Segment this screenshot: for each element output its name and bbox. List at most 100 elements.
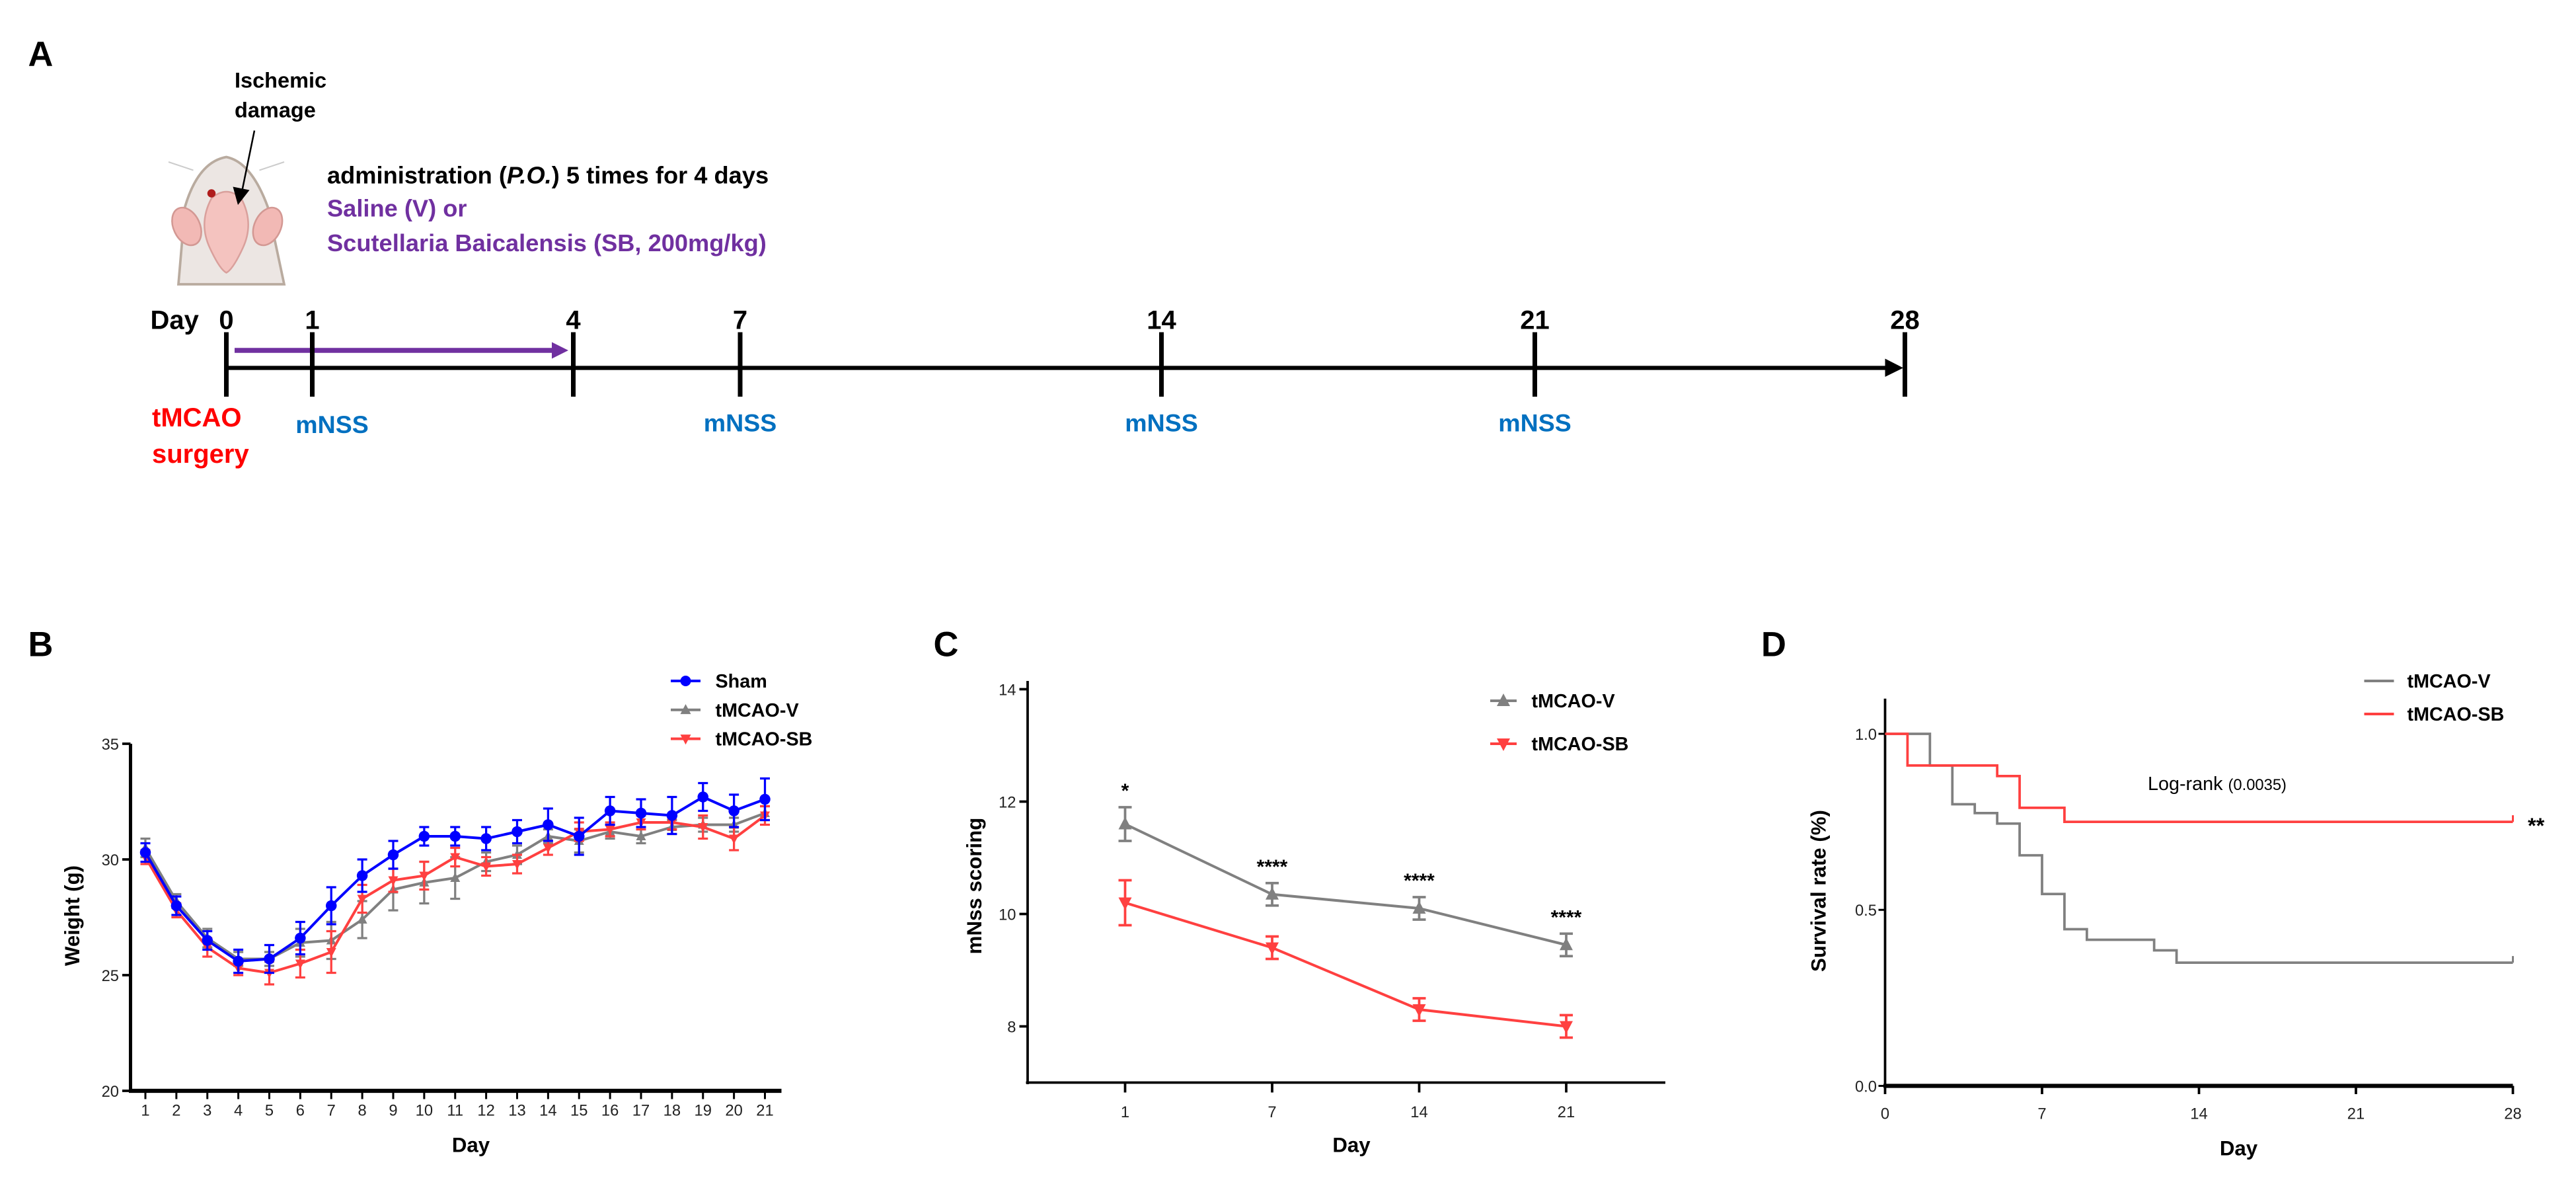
data-point (728, 805, 739, 816)
x-tick-label: 14 (1410, 1103, 1427, 1121)
data-point (1118, 897, 1132, 910)
significance-marker: * (1121, 780, 1129, 802)
legend-marker (680, 703, 691, 715)
legend-marker (1497, 694, 1510, 706)
data-point (357, 894, 367, 904)
x-tick-label: 7 (2037, 1105, 2046, 1123)
assessment-labels: mNSS mNSS mNSS mNSS (295, 409, 1571, 439)
p-value: (0.0035) (2228, 776, 2286, 794)
timeline-arrowhead-icon (1885, 358, 1903, 377)
data-point (481, 862, 492, 872)
data-point (1560, 1021, 1573, 1034)
timeline-day-label: 4 (566, 306, 581, 335)
data-point (1266, 887, 1279, 900)
x-tick-label: 28 (2504, 1105, 2521, 1123)
x-tick-label: 12 (477, 1102, 494, 1120)
data-point (357, 914, 367, 924)
data-point (202, 935, 213, 946)
administration-suffix: ) 5 times for 4 days (552, 162, 769, 189)
significance-marker: ** (2528, 814, 2545, 838)
x-tick-label: 18 (663, 1102, 681, 1120)
series-sham (139, 777, 771, 974)
y-axis-label: Survival rate (%) (1807, 810, 1831, 972)
data-point (635, 807, 647, 819)
y-tick-label: 8 (1007, 1018, 1016, 1036)
data-point (511, 826, 523, 838)
treatment-line1: Saline (V) or (327, 195, 467, 222)
timeline-day-label: 14 (1147, 306, 1176, 335)
data-point (418, 830, 430, 842)
series-tmcao-sb (1118, 879, 1573, 1039)
series-tmcao-sb (1885, 733, 2515, 823)
data-point (388, 876, 398, 886)
ischemic-label-line2: damage (235, 99, 316, 122)
x-tick-label: 21 (2347, 1105, 2365, 1123)
data-point (450, 872, 461, 882)
legend-label: tMCAO-V (716, 700, 799, 721)
y-tick-label: 1.0 (1855, 726, 1877, 744)
legend-label: tMCAO-SB (716, 729, 813, 750)
data-point (512, 860, 523, 870)
ischemic-arrow-icon (233, 130, 256, 205)
data-point (666, 810, 678, 821)
legend-marker (680, 734, 691, 745)
x-tick-label: 21 (756, 1102, 773, 1120)
data-point (264, 953, 275, 965)
series-line (1124, 901, 1567, 1028)
x-axis-label: Day (2220, 1137, 2258, 1160)
mnss-label-day-14: mNSS (1125, 409, 1197, 437)
x-tick-label: 14 (2190, 1105, 2207, 1123)
data-point (356, 870, 368, 881)
data-point (697, 791, 709, 803)
x-tick-label: 14 (539, 1102, 556, 1120)
y-tick-label: 30 (102, 852, 119, 869)
data-point (1266, 942, 1279, 955)
y-axis-label: mNss scoring (963, 818, 986, 955)
x-tick-label: 20 (725, 1102, 742, 1120)
x-tick-label: 15 (570, 1102, 587, 1120)
x-axis-label: Day (1332, 1134, 1371, 1157)
y-tick-label: 0.0 (1855, 1078, 1877, 1095)
timeline-day-label: 21 (1520, 306, 1549, 335)
data-point (326, 900, 337, 912)
timeline-day-label: 28 (1890, 306, 1920, 335)
y-tick-label: 10 (999, 906, 1016, 924)
x-tick-label: 1 (1121, 1103, 1129, 1121)
ischemic-label-line1: Ischemic (235, 69, 326, 93)
mnss-label-day-7: mNSS (704, 409, 777, 437)
data-point (636, 830, 646, 840)
significance-marker: **** (1551, 906, 1582, 928)
x-tick-label: 7 (327, 1102, 336, 1120)
panel-letter-d: D (1761, 625, 1786, 664)
x-tick-label: 7 (1268, 1103, 1276, 1121)
data-point (295, 959, 305, 969)
data-point (170, 900, 182, 912)
chart-d-marks: 0.0 0.5 1.0 0 7 14 21 28 tMCAO-V tMCAO-SB (1855, 671, 2522, 1123)
mnss-label-day-21: mNSS (1498, 409, 1571, 437)
data-point (729, 834, 739, 844)
x-tick-label: 0 (1881, 1105, 1889, 1123)
x-tick-label: 4 (234, 1102, 243, 1120)
data-point (543, 819, 554, 830)
data-point (450, 853, 461, 863)
day-label: Day (151, 306, 200, 335)
surgery-label-line1: tMCAO (152, 403, 242, 432)
data-point (1412, 1004, 1426, 1017)
panel-letter-c: C (934, 625, 959, 664)
x-axis-label: Day (452, 1134, 490, 1157)
data-point (574, 830, 585, 842)
x-tick-label: 19 (695, 1102, 712, 1120)
data-point (1560, 937, 1573, 951)
x-tick-label: 2 (172, 1102, 180, 1120)
y-axis-label: Weight (g) (61, 865, 84, 966)
survival-curve (1885, 733, 2513, 964)
x-tick-label: 3 (203, 1102, 211, 1120)
x-tick-label: 13 (508, 1102, 525, 1120)
significance-marker: **** (1257, 856, 1288, 878)
x-tick-label: 8 (358, 1102, 367, 1120)
legend-label: tMCAO-SB (1532, 734, 1629, 755)
data-point (449, 830, 461, 842)
